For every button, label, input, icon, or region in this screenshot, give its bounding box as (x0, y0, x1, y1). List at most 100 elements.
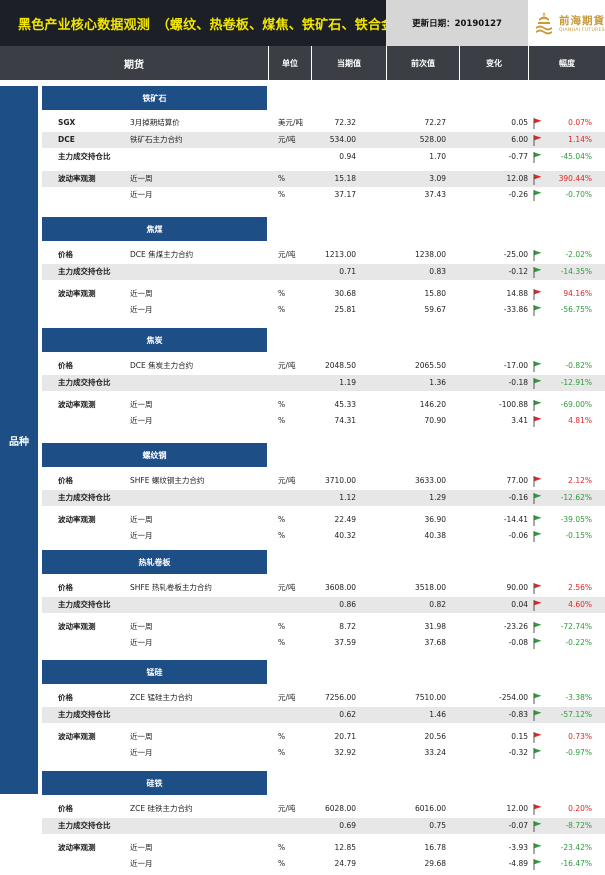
green-flag-icon (533, 400, 542, 411)
row-rate: 0.73% (568, 732, 592, 741)
logo-name-cn: 前海期貨 (559, 15, 605, 27)
row-previous: 16.78 (424, 843, 446, 852)
section-header: 锰硅 (42, 660, 267, 684)
row-current: 534.00 (329, 135, 356, 144)
table-row: 价格 SHFE 螺纹钢主力合约 元/吨 3710.00 3633.00 77.00 2.12… (42, 473, 605, 489)
row-change: -0.07 (508, 821, 528, 830)
row-key: DCE (58, 135, 75, 144)
row-unit: % (278, 515, 286, 524)
row-change: -0.12 (508, 267, 528, 276)
row-rate: -0.22% (565, 638, 592, 647)
table-row: SGX 3月掉期结算价 美元/吨 72.32 72.27 0.05 0.07% (42, 115, 605, 131)
row-change: -33.86 (503, 305, 528, 314)
row-contract: 近一周 (130, 622, 153, 631)
row-previous: 3518.00 (414, 583, 446, 592)
row-contract: SHFE 螺纹钢主力合约 (130, 476, 205, 485)
row-previous: 20.56 (424, 732, 446, 741)
row-current: 0.71 (339, 267, 356, 276)
row-rate: 4.81% (568, 416, 592, 425)
row-rate: -0.82% (565, 361, 592, 370)
row-previous: 37.43 (424, 190, 446, 199)
row-key: 主力成交持仓比 (58, 493, 111, 502)
row-contract: 近一周 (130, 732, 153, 741)
green-flag-icon (533, 361, 542, 372)
row-rate: -12.91% (560, 378, 592, 387)
logo-name-en: QIANHAI FUTURES (559, 28, 605, 33)
row-previous: 36.90 (424, 515, 446, 524)
row-key: 波动率观测 (58, 515, 96, 524)
table-row: 主力成交持仓比 0.86 0.82 0.04 4.60% (42, 597, 605, 613)
category-side-label: 品种 (0, 86, 38, 794)
row-change: -14.41 (503, 515, 528, 524)
green-flag-icon (533, 843, 542, 854)
row-unit: 元/吨 (278, 804, 296, 813)
row-change: -3.93 (508, 843, 528, 852)
row-contract: 近一周 (130, 289, 153, 298)
row-previous: 0.75 (429, 821, 446, 830)
row-contract: 近一月 (130, 416, 153, 425)
row-previous: 1.36 (429, 378, 446, 387)
row-change: -25.00 (503, 250, 528, 259)
row-change: 12.00 (506, 804, 528, 813)
green-flag-icon (533, 493, 542, 504)
row-rate: 94.16% (563, 289, 592, 298)
row-contract: ZCE 硅铁主力合约 (130, 804, 193, 813)
row-previous: 1.70 (429, 152, 446, 161)
row-current: 32.92 (334, 748, 356, 757)
report-header: 黑色产业核心数据观测 （螺纹、热卷板、煤焦、铁矿石、铁合金） 更新日期：2019… (0, 0, 605, 46)
row-contract: 铁矿石主力合约 (130, 135, 183, 144)
row-rate: -0.70% (565, 190, 592, 199)
row-current: 40.32 (334, 531, 356, 540)
row-unit: % (278, 859, 286, 868)
row-change: 0.05 (511, 118, 528, 127)
row-current: 1.19 (339, 378, 356, 387)
row-previous: 1.29 (429, 493, 446, 502)
row-key: SGX (58, 118, 76, 127)
row-change: -0.26 (508, 190, 528, 199)
row-current: 0.86 (339, 600, 356, 609)
table-row: 主力成交持仓比 1.19 1.36 -0.18 -12.91% (42, 375, 605, 391)
row-unit: % (278, 732, 286, 741)
row-key: 主力成交持仓比 (58, 378, 111, 387)
row-contract: 近一月 (130, 190, 153, 199)
row-rate: -14.35% (560, 267, 592, 276)
table-row: 主力成交持仓比 1.12 1.29 -0.16 -12.62% (42, 490, 605, 506)
row-rate: 0.20% (568, 804, 592, 813)
table-row: 近一月% 24.79 29.68 -4.89 -16.47% (42, 856, 605, 872)
red-flag-icon (533, 289, 542, 300)
row-previous: 15.80 (424, 289, 446, 298)
row-rate: -2.02% (565, 250, 592, 259)
company-logo: 前海期貨 QIANHAI FUTURES (528, 0, 605, 46)
row-previous: 3.09 (429, 174, 446, 183)
row-contract: 近一月 (130, 748, 153, 757)
row-rate: -56.75% (560, 305, 592, 314)
row-current: 3608.00 (324, 583, 356, 592)
table-row: 近一月% 37.59 37.68 -0.08 -0.22% (42, 635, 605, 651)
row-current: 1.12 (339, 493, 356, 502)
row-contract: DCE 焦炭主力合约 (130, 361, 194, 370)
row-change: -17.00 (503, 361, 528, 370)
row-previous: 70.90 (424, 416, 446, 425)
row-previous: 528.00 (419, 135, 446, 144)
row-current: 3710.00 (324, 476, 356, 485)
table-row: 波动率观测 近一周% 15.18 3.09 12.08 390.44% (42, 171, 605, 187)
row-previous: 6016.00 (414, 804, 446, 813)
table-row: 近一月% 40.32 40.38 -0.06 -0.15% (42, 528, 605, 544)
row-key: 波动率观测 (58, 622, 96, 631)
row-unit: % (278, 622, 286, 631)
row-change: 14.88 (506, 289, 528, 298)
row-rate: -39.05% (560, 515, 592, 524)
row-current: 74.31 (334, 416, 356, 425)
row-key: 主力成交持仓比 (58, 710, 111, 719)
row-rate: 390.44% (558, 174, 592, 183)
table-row: 价格 SHFE 热轧卷板主力合约 元/吨 3608.00 3518.00 90.00 2.5… (42, 580, 605, 596)
row-rate: 4.60% (568, 600, 592, 609)
row-previous: 29.68 (424, 859, 446, 868)
row-current: 37.17 (334, 190, 356, 199)
column-header-bar: 期货 单位 当期值 前次值 变化 幅度 (0, 46, 605, 80)
row-contract: 近一月 (130, 638, 153, 647)
red-flag-icon (533, 174, 542, 185)
row-previous: 0.82 (429, 600, 446, 609)
table-row: 主力成交持仓比 0.71 0.83 -0.12 -14.35% (42, 264, 605, 280)
row-current: 0.94 (339, 152, 356, 161)
